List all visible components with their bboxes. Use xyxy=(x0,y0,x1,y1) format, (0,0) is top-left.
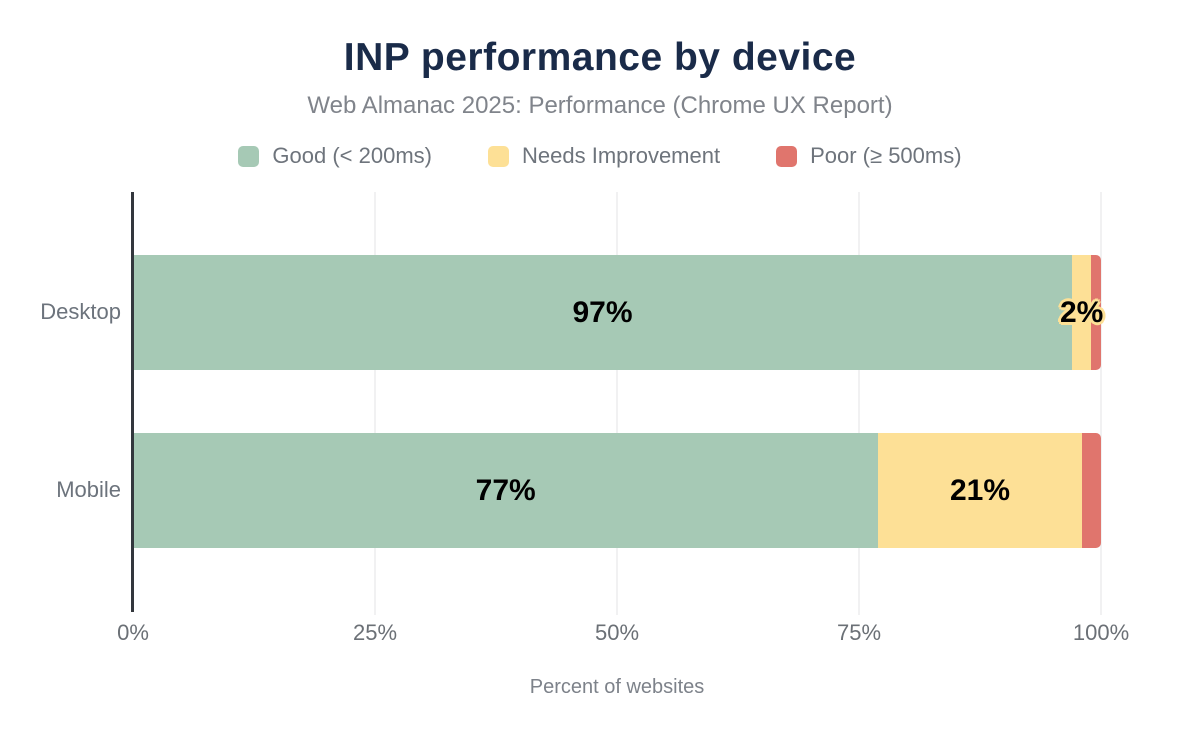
legend-label-poor: Poor (≥ 500ms) xyxy=(810,143,962,168)
legend-item-good[interactable]: Good (< 200ms) xyxy=(238,143,432,169)
bar-value-label: 2% xyxy=(1059,295,1104,329)
legend-item-poor[interactable]: Poor (≥ 500ms) xyxy=(776,143,962,169)
category-label-mobile: Mobile xyxy=(56,477,121,502)
legend-swatch-good-icon xyxy=(238,145,260,167)
bar-segment-mobile-1[interactable]: 21% xyxy=(878,433,1082,548)
x-tick-label: 50% xyxy=(594,620,640,645)
legend-label-needs-improvement: Needs Improvement xyxy=(522,143,721,168)
x-tick-label: 0% xyxy=(117,620,149,645)
x-tick-label: 25% xyxy=(352,620,398,645)
bar-segment-desktop-0[interactable]: 97% xyxy=(133,255,1072,370)
gridline xyxy=(858,192,860,615)
bar-row-desktop: 97% 2% xyxy=(133,255,1103,370)
bar-segment-mobile-2[interactable] xyxy=(1081,433,1101,548)
bar-segment-desktop-1[interactable]: 2% xyxy=(1060,255,1103,370)
gridline xyxy=(616,192,618,615)
legend-swatch-needs-improvement-icon xyxy=(488,145,509,167)
legend-swatch-poor-icon xyxy=(776,145,798,167)
bar-value-label: 77% xyxy=(475,473,536,507)
bar-value-label: 97% xyxy=(572,295,633,329)
gridline xyxy=(1100,192,1102,615)
bar-row-mobile: 77% 21% xyxy=(133,433,1101,548)
gridline xyxy=(374,192,376,615)
y-axis-line xyxy=(131,192,134,612)
plot-area: Desktop Mobile Percent of websites 0% 25%… xyxy=(40,192,1129,698)
chart-title: INP performance by device xyxy=(343,36,857,79)
bar-segment-mobile-0[interactable]: 77% xyxy=(133,433,879,548)
x-tick-label: 100% xyxy=(1072,620,1130,645)
legend: Good (< 200ms) Needs Improvement Poor (≥… xyxy=(0,143,1200,169)
category-label-desktop: Desktop xyxy=(40,299,121,324)
bar-value-label: 21% xyxy=(949,473,1011,507)
chart-subtitle: Web Almanac 2025: Performance (Chrome UX… xyxy=(307,92,893,119)
bar-segment-desktop-2[interactable] xyxy=(1091,255,1101,370)
x-axis-title: Percent of websites xyxy=(529,676,705,698)
x-tick-label: 75% xyxy=(836,620,882,645)
legend-label-good: Good (< 200ms) xyxy=(272,143,432,168)
legend-item-needs-improvement[interactable]: Needs Improvement xyxy=(488,143,720,169)
